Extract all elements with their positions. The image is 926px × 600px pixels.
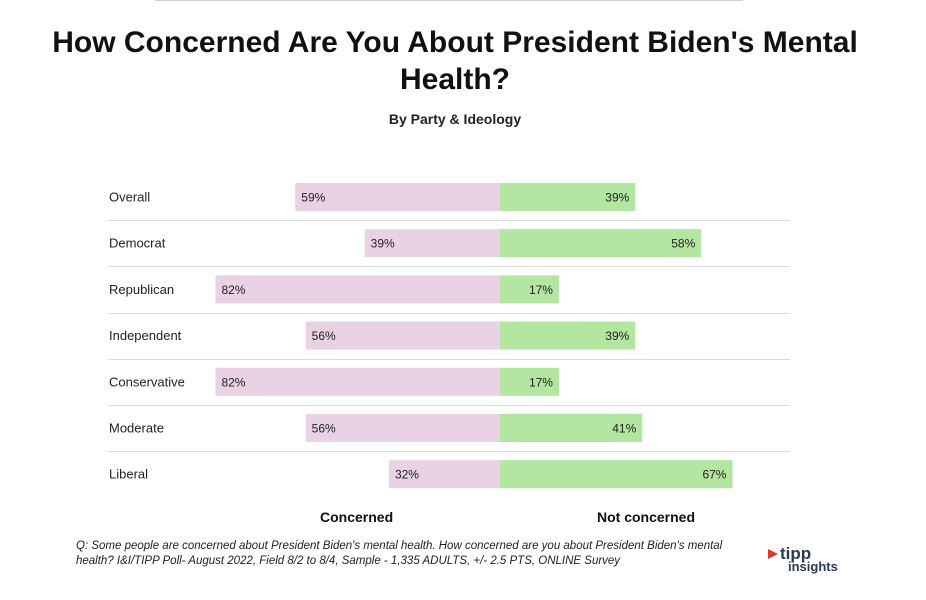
- bar-concerned: [305, 321, 500, 350]
- bar-concerned: [295, 183, 500, 211]
- bar-not-concerned: [500, 275, 559, 304]
- value-label-concerned: 32%: [395, 468, 419, 482]
- value-label-not-concerned: 67%: [702, 468, 726, 482]
- value-label-concerned: 56%: [312, 329, 336, 343]
- bar-not-concerned: [500, 183, 636, 211]
- value-label-not-concerned: 58%: [671, 237, 695, 251]
- value-label-concerned: 59%: [301, 191, 325, 205]
- bar-not-concerned: [500, 229, 702, 258]
- survey-footnote: Q: Some people are concerned about Presi…: [76, 540, 723, 567]
- axis-label-not-concerned: Not concerned: [597, 509, 696, 525]
- logo-arrow-icon: [768, 549, 778, 559]
- value-label-not-concerned: 17%: [529, 283, 553, 297]
- category-label: Republican: [109, 282, 174, 297]
- bar-concerned: [305, 414, 500, 442]
- logo-text-insights: insights: [788, 559, 838, 574]
- axis-label-concerned: Concerned: [320, 509, 394, 525]
- bar-concerned: [364, 229, 500, 258]
- tipp-insights-logo: tipp insights: [768, 545, 858, 577]
- category-label: Conservative: [109, 374, 185, 389]
- value-label-concerned: 82%: [221, 375, 245, 389]
- category-label: Moderate: [109, 421, 164, 436]
- category-label: Liberal: [109, 467, 148, 482]
- value-label-not-concerned: 17%: [529, 375, 553, 389]
- value-label-concerned: 82%: [221, 283, 245, 297]
- value-label-not-concerned: 41%: [612, 422, 636, 436]
- bar-not-concerned: [500, 367, 559, 396]
- category-label: Democrat: [109, 236, 166, 251]
- logo-text-tipp: tipp: [780, 544, 812, 563]
- value-label-not-concerned: 39%: [605, 191, 629, 205]
- bar-not-concerned: [500, 321, 636, 350]
- bar-not-concerned: [500, 414, 643, 442]
- value-label-not-concerned: 39%: [605, 329, 629, 343]
- top-rule: [155, 0, 743, 1]
- value-label-concerned: 39%: [371, 237, 395, 251]
- bar-not-concerned: [500, 460, 733, 489]
- bar-concerned: [215, 367, 500, 396]
- chart-subtitle: By Party & Ideology: [388, 111, 522, 127]
- category-label: Independent: [109, 328, 182, 343]
- bar-concerned: [388, 460, 500, 489]
- chart-title: How Concerned Are You About President Bi…: [52, 26, 858, 96]
- bar-concerned: [215, 275, 500, 304]
- category-label: Overall: [109, 190, 150, 205]
- value-label-concerned: 56%: [312, 422, 336, 436]
